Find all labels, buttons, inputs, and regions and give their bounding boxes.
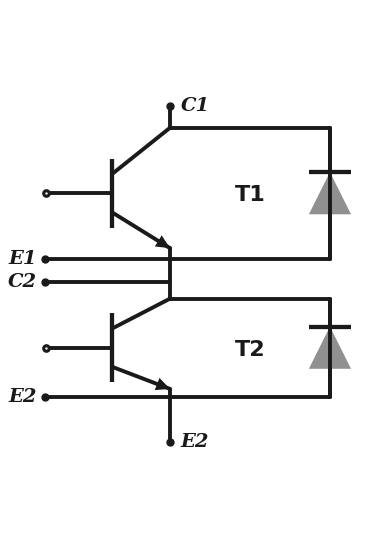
Text: T2: T2 [235,339,265,360]
Polygon shape [155,378,170,390]
Polygon shape [309,327,351,369]
Polygon shape [309,172,351,214]
Polygon shape [155,235,170,248]
Text: C2: C2 [8,273,37,292]
Text: E2: E2 [9,388,37,406]
Text: E2: E2 [181,433,210,451]
Text: C1: C1 [181,97,210,115]
Text: E1: E1 [9,250,37,268]
Text: T1: T1 [235,185,265,205]
